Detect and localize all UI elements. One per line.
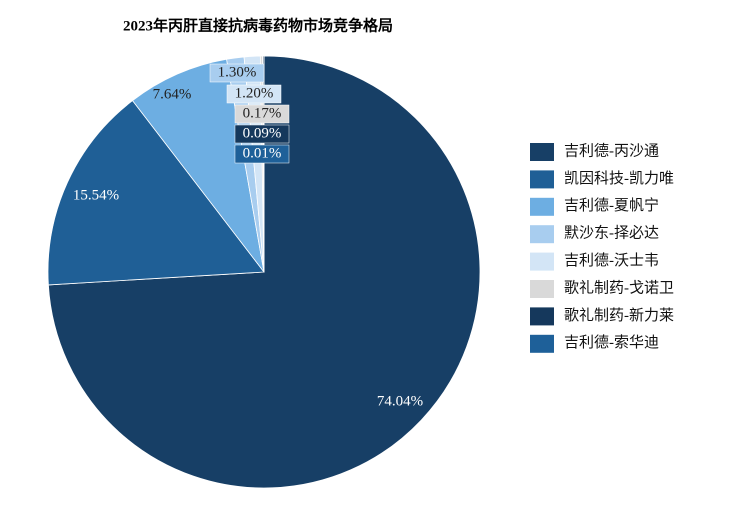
data-label: 1.20% — [235, 85, 274, 101]
legend-label: 凯因科技-凯力唯 — [564, 170, 674, 187]
legend-swatch — [530, 335, 554, 353]
legend-label: 歌礼制药-戈诺卫 — [564, 279, 674, 296]
legend-swatch — [530, 225, 554, 243]
data-label: 0.09% — [243, 125, 282, 141]
data-label: 0.01% — [243, 145, 282, 161]
legend-swatch — [530, 280, 554, 298]
data-label: 15.54% — [73, 187, 119, 203]
data-label: 1.30% — [218, 64, 257, 80]
chart-title: 2023年丙肝直接抗病毒药物市场竞争格局 — [123, 16, 393, 34]
data-label: 74.04% — [377, 393, 423, 409]
legend-label: 吉利德-索华迪 — [564, 333, 659, 351]
legend-label: 吉利德-丙沙通 — [564, 141, 659, 159]
data-label: 0.17% — [243, 105, 282, 121]
legend-swatch — [530, 170, 554, 188]
legend-swatch — [530, 253, 554, 271]
legend-swatch — [530, 198, 554, 216]
legend-label: 歌礼制药-新力莱 — [564, 307, 674, 324]
legend-label: 吉利德-沃士韦 — [564, 251, 659, 269]
legend-label: 默沙东-择必达 — [564, 225, 659, 242]
legend-swatch — [530, 307, 554, 325]
data-label: 7.64% — [153, 86, 192, 102]
legend-label: 吉利德-夏帆宁 — [564, 196, 659, 214]
legend-swatch — [530, 143, 554, 161]
